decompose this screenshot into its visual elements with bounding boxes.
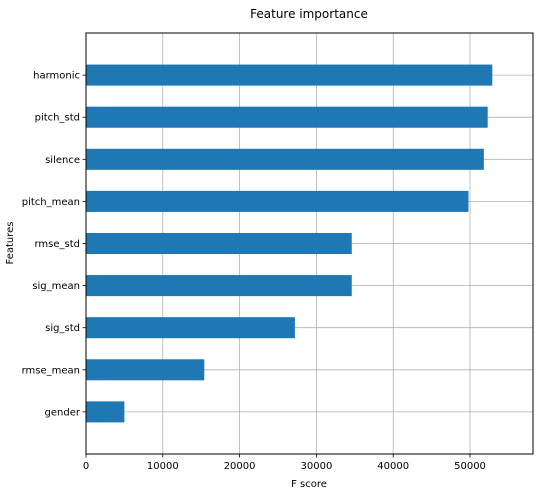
bar-pitch_mean — [86, 190, 469, 212]
bar-silence — [86, 148, 484, 170]
bar-harmonic — [86, 64, 493, 86]
x-tick-label: 30000 — [301, 461, 333, 472]
y-tick-label: pitch_mean — [22, 197, 80, 208]
y-tick-label: sig_mean — [32, 281, 80, 292]
bar-rmse_std — [86, 232, 352, 255]
y-axis-label: Features — [5, 222, 16, 265]
chart-title: Feature importance — [250, 7, 368, 21]
y-tick-label: harmonic — [33, 71, 80, 82]
x-tick-label: 40000 — [377, 461, 409, 472]
y-tick-label: pitch_std — [35, 113, 80, 124]
bar-pitch_std — [86, 106, 488, 128]
y-tick-label: rmse_std — [34, 239, 80, 250]
x-tick-label: 20000 — [224, 461, 256, 472]
y-tick-label: silence — [45, 155, 80, 166]
x-tick-label: 50000 — [454, 461, 486, 472]
y-tick-label: sig_std — [45, 323, 80, 334]
y-tick-label: gender — [45, 407, 81, 418]
bar-rmse_mean — [86, 359, 205, 381]
x-tick-label: 10000 — [147, 461, 179, 472]
x-axis-ticks: 0 10000 20000 30000 40000 50000 — [83, 454, 486, 472]
x-tick-label: 0 — [83, 461, 89, 472]
x-axis-label: F score — [291, 479, 327, 490]
y-tick-label: rmse_mean — [22, 365, 80, 376]
bar-sig_std — [86, 317, 295, 339]
bar-gender — [86, 401, 125, 423]
bar-sig_mean — [86, 275, 352, 297]
bars — [86, 64, 493, 423]
